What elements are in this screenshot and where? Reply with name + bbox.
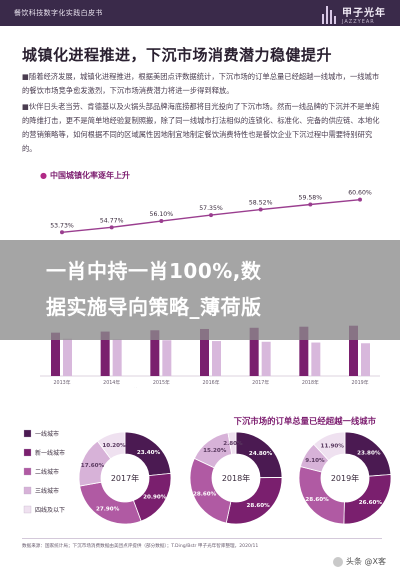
urbanization-chart: 53.73% 54.77% 56.10% 57.35% 58.52% 59.58% 60.6…: [40, 190, 380, 388]
footer-source: 数据来源：国家统计局；下沉市场消费数据由美团点评提供（部分数据）；T.Ding/…: [22, 544, 259, 549]
chart1-title: ● 中国城镇化率逐年上升: [40, 170, 130, 181]
paragraph-2: ■伙伴日头老当劳、肯德基以及火锅头部品牌海底捞都将目光投向了下沉市场。然而一线品…: [22, 102, 380, 153]
donut-value-label: 24.80%: [249, 451, 273, 457]
line-point-2016年: [209, 213, 213, 218]
bar-urban-2018年: [299, 326, 309, 376]
bullet-icon: ●: [40, 171, 47, 180]
banner-line-2: 据实施导向策略_薄荷版: [46, 295, 262, 319]
bar-rural-2019年: [361, 343, 370, 376]
pie-legend-swatch: [23, 505, 32, 514]
donut-value-label: 9.10%: [305, 458, 325, 464]
donut-slice: [313, 431, 346, 461]
pie-legend-label: 四线及以下: [35, 506, 65, 514]
footer-divider: [22, 538, 382, 539]
bar-urban-2014年: [100, 331, 110, 376]
donut-value-label: 28.60%: [305, 497, 329, 503]
donut-hole: [213, 455, 259, 501]
donut-center-label: 2018年: [222, 473, 250, 483]
bar-rural-2018年: [311, 342, 321, 376]
data-label: 54.77%: [100, 217, 124, 224]
page-title: 城镇化进程推进，下沉市场消费潜力稳健提升: [22, 46, 333, 64]
data-label: 59.58%: [299, 194, 323, 201]
line-point-2015年: [159, 219, 164, 224]
donut-value-label: 23.80%: [357, 450, 381, 456]
watermark-icon: [332, 556, 343, 567]
donut-value-label: 15.20%: [203, 448, 227, 454]
bar-urban-2017年: [249, 327, 259, 376]
brand: 甲子光年 JAZZYEAR: [322, 4, 386, 25]
legend-label-rural: 乡村人口(万人): [219, 387, 250, 388]
x-tick-label: 2013年: [53, 379, 70, 386]
data-label: 57.35%: [199, 205, 223, 212]
data-label: 58.52%: [249, 200, 273, 207]
donut-value-label: 2.80%: [223, 441, 243, 447]
legend-label-urban: 城镇人口(万人): [129, 387, 160, 388]
pie-legend-label: 一线城市: [35, 430, 59, 438]
x-tick-label: 2017年: [252, 379, 269, 386]
donut-hole: [102, 455, 148, 501]
brand-logo-icon: [322, 5, 336, 24]
x-tick-label: 2016年: [202, 379, 219, 386]
bar-urban-2015年: [150, 330, 160, 376]
overlay-banner: 一肖中持一肖100%,数 据实施导向策略_薄荷版: [0, 240, 400, 340]
pie-legend-label: 二线城市: [35, 468, 59, 476]
watermark: 头条 @X客: [332, 556, 386, 567]
line-point-2019年: [358, 197, 362, 202]
donut-value-label: 28.60%: [246, 503, 270, 509]
donut-value-label: 11.90%: [321, 443, 345, 449]
chart1-title-text: 中国城镇化率逐年上升: [49, 171, 130, 180]
brand-name: 甲子光年: [342, 8, 386, 19]
data-label: 60.60%: [348, 190, 372, 197]
line-point-2018年: [308, 202, 313, 207]
x-tick-label: 2019年: [351, 379, 368, 386]
donut-value-label: 20.90%: [143, 494, 167, 500]
donut-value-label: 10.20%: [102, 443, 126, 449]
header-left-text: 餐饮科技数字化实践白皮书: [14, 9, 103, 17]
bar-rural-2016年: [212, 341, 221, 376]
donut-value-label: 17.60%: [81, 463, 105, 469]
bar-urban-2019年: [349, 325, 358, 376]
pie-legend-swatch: [23, 448, 32, 457]
x-tick-label: 2014年: [103, 379, 120, 386]
pie-legend-swatch: [23, 429, 32, 438]
x-tick-label: 2015年: [153, 379, 170, 386]
brand-en: JAZZYEAR: [342, 19, 375, 25]
donut-center-label: 2017年: [111, 473, 139, 483]
bar-rural-2015年: [162, 340, 172, 376]
donut-value-label: 23.40%: [137, 450, 161, 456]
bar-rural-2014年: [112, 339, 122, 376]
donut-slice: [227, 431, 237, 455]
donut-value-label: 27.90%: [96, 506, 120, 512]
line-point-2014年: [109, 225, 114, 230]
pie-legend-label: 新一线城市: [35, 449, 65, 457]
watermark-text: 头条 @X客: [345, 557, 386, 566]
banner-line-1: 一肖中持一肖100%,数: [46, 259, 262, 283]
line-point-2017年: [258, 207, 263, 212]
bar-rural-2013年: [63, 338, 72, 376]
x-tick-label: 2018年: [302, 379, 319, 386]
pie-legend-swatch: [23, 486, 32, 495]
line-point-2013年: [60, 230, 64, 235]
donut-slice: [96, 431, 126, 460]
data-label: 56.10%: [150, 211, 174, 218]
paragraph-1: ■随着经济发展，城镇化进程推进，根据美团点评数据统计，下沉市场的订单总量已经超越…: [22, 72, 380, 95]
data-label: 53.73%: [50, 222, 74, 229]
donut-hole: [322, 455, 368, 501]
pie-legend-swatch: [23, 467, 32, 476]
pie-legend-label: 三线城市: [35, 487, 59, 495]
header-bar: 餐饮科技数字化实践白皮书 甲子光年 JAZZYEAR: [0, 0, 400, 26]
donut-value-label: 26.60%: [359, 500, 383, 506]
donut-value-label: 28.60%: [193, 491, 217, 497]
donut-center-label: 2019年: [331, 473, 359, 483]
bar-rural-2017年: [261, 341, 271, 376]
chart2-title: 下沉市场的订单总量已经超越一线城市: [233, 416, 376, 426]
bar-urban-2016年: [200, 328, 209, 376]
bar-urban-2013年: [51, 332, 60, 376]
